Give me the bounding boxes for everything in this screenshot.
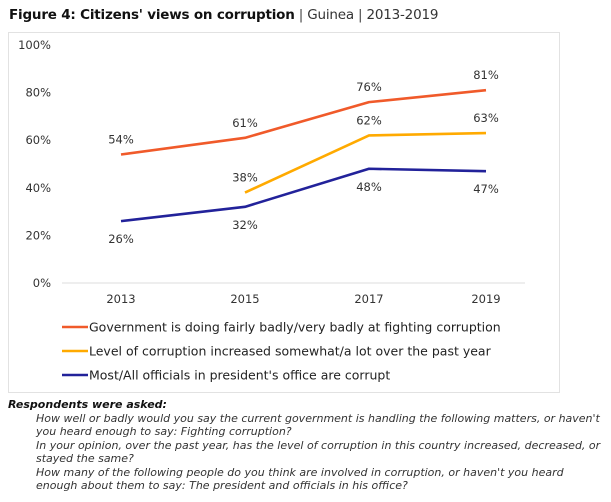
series-line [120, 167, 487, 223]
y-tick-label: 100% [18, 38, 51, 52]
figure-country: Guinea [307, 7, 354, 23]
data-label: 81% [473, 68, 499, 82]
data-label: 32% [232, 218, 258, 232]
y-tick-label: 40% [25, 181, 51, 195]
data-label: 48% [356, 180, 382, 194]
y-axis-ticks: 0% 20% 40% 60% 80% 100% [18, 38, 51, 290]
data-label: 61% [232, 116, 258, 130]
legend: Government is doing fairly badly/very ba… [62, 320, 501, 383]
y-tick-label: 80% [25, 86, 51, 100]
data-label: 54% [108, 132, 134, 146]
legend-label: Most/All officials in president's office… [89, 368, 390, 383]
data-label: 63% [473, 111, 499, 125]
data-label: 62% [356, 113, 382, 127]
title-separator: | [298, 7, 304, 23]
data-labels: 54% 61% 76% 81% 38% 62% 63% 26% 32% 48% 47% [108, 68, 499, 246]
x-tick-label: 2013 [106, 292, 135, 306]
data-label: 26% [108, 232, 134, 246]
x-axis-ticks: 2013 2015 2017 2019 [106, 292, 500, 306]
series-line [244, 131, 487, 194]
series-lines [120, 88, 487, 223]
figure-period: 2013-2019 [366, 7, 439, 23]
x-tick-label: 2019 [471, 292, 500, 306]
respondents-notes: Respondents were asked: How well or badl… [8, 398, 608, 493]
legend-label: Government is doing fairly badly/very ba… [89, 320, 501, 335]
x-tick-label: 2017 [354, 292, 383, 306]
question-1: How well or badly would you say the curr… [36, 411, 600, 439]
data-label: 38% [232, 171, 258, 185]
y-tick-label: 0% [33, 276, 51, 290]
x-tick-label: 2015 [230, 292, 259, 306]
legend-label: Level of corruption increased somewhat/a… [89, 344, 492, 359]
y-tick-label: 60% [25, 133, 51, 147]
data-label: 76% [356, 80, 382, 94]
line-chart: 0% 20% 40% 60% 80% 100% 2013 2015 2017 2019 54% 6… [18, 38, 525, 383]
question-2: In your opinion, over the past year, has… [36, 438, 601, 466]
notes-heading: Respondents were asked: [8, 398, 167, 411]
data-label: 47% [473, 182, 499, 196]
title-separator: | [358, 7, 363, 23]
series-line [120, 88, 487, 156]
figure-title: Figure 4: Citizens' views on corruption … [9, 7, 438, 23]
figure-title-main: Figure 4: Citizens' views on corruption [9, 7, 295, 23]
question-3: How many of the following people do you … [36, 465, 564, 493]
y-tick-label: 20% [25, 228, 51, 242]
